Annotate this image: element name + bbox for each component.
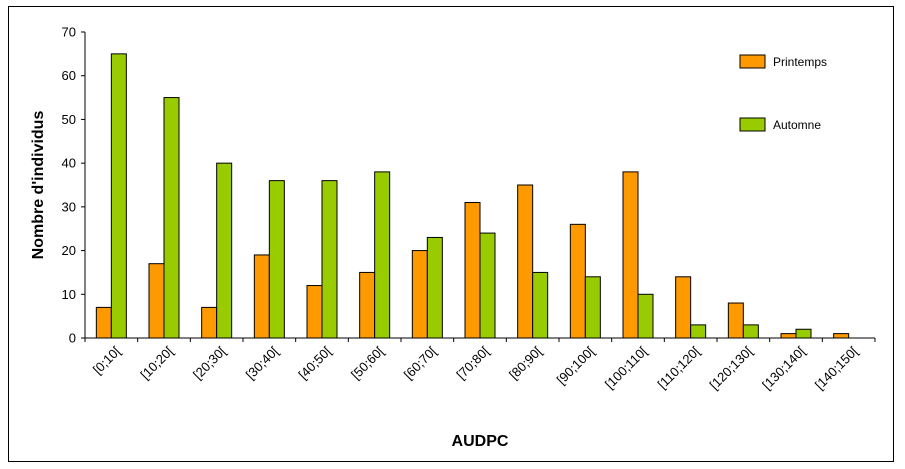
bar-printemps — [359, 271, 376, 339]
bar-printemps — [622, 171, 639, 339]
x-tick-label: [20;30[ — [190, 343, 229, 382]
x-tick-label: [50;60[ — [348, 343, 387, 382]
x-tick-label: [100;110[ — [602, 343, 651, 392]
y-axis-ticks: 0 10 20 30 40 50 60 70 — [62, 25, 85, 346]
bar-automne — [742, 324, 759, 339]
x-tick-label: [60;70[ — [401, 343, 440, 382]
bar-automne — [110, 53, 127, 339]
bar-printemps — [306, 285, 323, 339]
bar-automne — [163, 97, 180, 339]
y-tick-label: 10 — [62, 287, 76, 302]
legend-swatch-printemps — [739, 54, 766, 69]
x-tick-label: [10;20[ — [137, 343, 176, 382]
bar-automne — [374, 171, 391, 339]
bar-automne — [268, 180, 285, 339]
bar-printemps — [727, 302, 744, 339]
bar-printemps — [95, 306, 112, 339]
bar-automne — [532, 271, 549, 339]
x-tick-label: [130;140[ — [759, 343, 808, 392]
bar-printemps — [675, 276, 692, 339]
bar-automne — [584, 276, 601, 339]
y-tick-label: 30 — [62, 199, 76, 214]
y-tick-label: 40 — [62, 156, 76, 171]
bar-printemps — [253, 254, 270, 339]
x-axis-title: AUDPC — [452, 433, 509, 450]
x-tick-label: [0;10[ — [90, 343, 124, 377]
bar-printemps — [411, 250, 428, 339]
y-tick-label: 70 — [62, 25, 76, 40]
bar-printemps — [201, 306, 218, 339]
bar-automne — [426, 236, 443, 339]
y-axis-title: Nombre d'individus — [30, 111, 47, 260]
y-tick-label: 50 — [62, 112, 76, 127]
bar-printemps — [148, 263, 165, 339]
x-tick-label: [30;40[ — [243, 343, 282, 382]
legend-label-automne: Automne — [773, 118, 821, 132]
bar-automne — [690, 324, 707, 339]
x-tick-label: [110;120[ — [655, 343, 704, 392]
legend-label-printemps: Printemps — [773, 55, 827, 69]
bar-automne — [637, 293, 654, 339]
x-tick-label: [140;150[ — [812, 343, 861, 392]
bar-printemps — [464, 201, 481, 339]
y-tick-label: 60 — [62, 68, 76, 83]
y-tick-label: 0 — [69, 331, 76, 346]
legend: Printemps Automne — [739, 54, 827, 132]
x-tick-label: [80;90[ — [506, 343, 545, 382]
x-axis-ticks: [0;10[ [10;20[ [20;30[ [30;40[ [40;50[ [50;60… — [84, 338, 876, 392]
chart-frame — [8, 6, 894, 462]
bar-printemps — [517, 184, 534, 339]
bar-printemps — [780, 333, 797, 339]
bar-automne — [795, 328, 812, 339]
x-tick-label: [40;50[ — [295, 343, 334, 382]
bar-automne — [321, 180, 338, 339]
x-tick-label: [70;80[ — [453, 343, 492, 382]
bar-automne — [216, 162, 233, 339]
bar-printemps — [569, 223, 586, 339]
x-tick-label: [120;130[ — [707, 343, 756, 392]
x-tick-label: [90;100[ — [554, 343, 598, 387]
bars — [95, 53, 850, 339]
legend-swatch-automne — [739, 117, 766, 132]
bar-automne — [479, 232, 496, 339]
y-tick-label: 20 — [62, 243, 76, 258]
bar-printemps — [833, 333, 850, 339]
